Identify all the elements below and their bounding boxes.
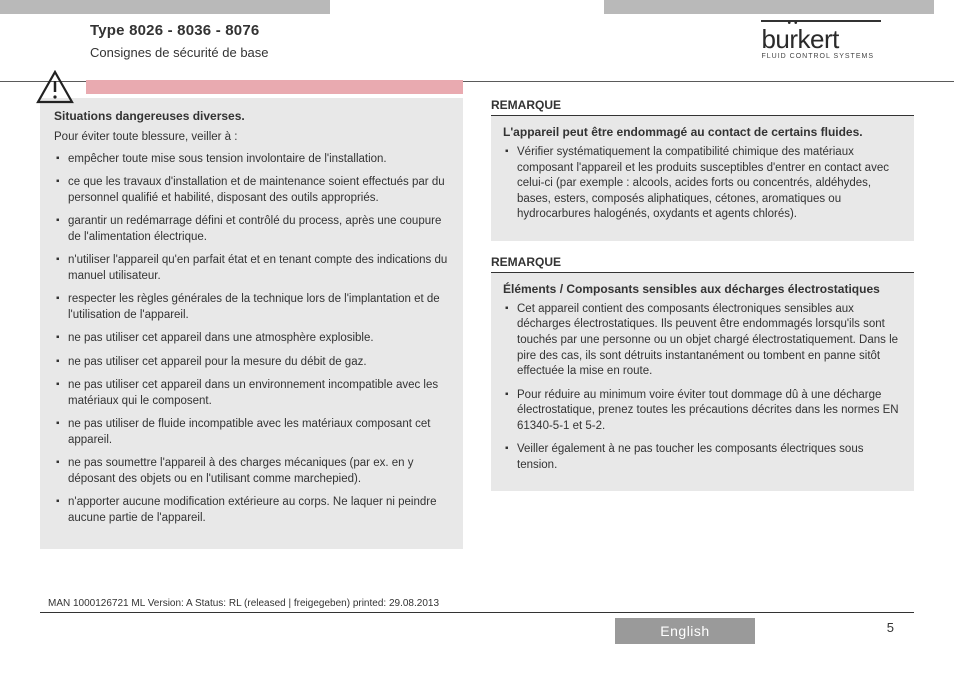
list-item: Vérifier systématiquement la compatibili… — [503, 145, 902, 223]
remark-title: Éléments / Composants sensibles aux déch… — [503, 281, 902, 297]
list-item: ne pas utiliser de fluide incompatible a… — [54, 417, 449, 448]
warning-color-bar — [86, 80, 463, 94]
remark-label: REMARQUE — [491, 98, 914, 116]
doc-subtitle: Consignes de sécurité de base — [90, 45, 269, 60]
content-area: Situations dangereuses diverses. Pour év… — [40, 98, 914, 549]
brand-logo: •• burkert FLUID CONTROL SYSTEMS — [761, 24, 874, 60]
list-item: ce que les travaux d'installation et de … — [54, 175, 449, 206]
warning-list: empêcher toute mise sous tension involon… — [54, 152, 449, 527]
top-tab-bars — [0, 0, 954, 14]
list-item: ne pas soumettre l'appareil à des charge… — [54, 456, 449, 487]
list-item: ne pas utiliser cet appareil dans une at… — [54, 331, 449, 347]
warning-triangle-icon — [36, 70, 74, 110]
warning-intro: Pour éviter toute blessure, veiller à : — [54, 130, 449, 146]
list-item: empêcher toute mise sous tension involon… — [54, 152, 449, 168]
warning-title: Situations dangereuses diverses. — [54, 108, 449, 124]
umlaut-dots: •• — [787, 18, 800, 29]
logo-overline — [761, 20, 881, 22]
brand-name: •• burkert — [761, 24, 874, 55]
list-item: respecter les règles générales de la tec… — [54, 292, 449, 323]
remark-title: L'appareil peut être endommagé au contac… — [503, 124, 902, 140]
remark-box-1: L'appareil peut être endommagé au contac… — [491, 116, 914, 241]
list-item: Cet appareil contient des composants éle… — [503, 302, 902, 380]
remark-box-2: Éléments / Composants sensibles aux déch… — [491, 273, 914, 491]
doc-type: Type 8026 - 8036 - 8076 — [90, 22, 269, 39]
list-item: ne pas utiliser cet appareil pour la mes… — [54, 355, 449, 371]
warning-box: Situations dangereuses diverses. Pour év… — [40, 98, 463, 549]
list-item: Veiller également à ne pas toucher les c… — [503, 442, 902, 473]
remark-label: REMARQUE — [491, 255, 914, 273]
list-item: n'utiliser l'appareil qu'en parfait état… — [54, 253, 449, 284]
list-item: ne pas utiliser cet appareil dans un env… — [54, 378, 449, 409]
language-tab: English — [615, 618, 755, 644]
page-header: Type 8026 - 8036 - 8076 Consignes de séc… — [0, 22, 954, 82]
remark-list: Cet appareil contient des composants éle… — [503, 302, 902, 473]
footer-meta: MAN 1000126721 ML Version: A Status: RL … — [48, 598, 439, 609]
list-item: garantir un redémarrage défini et contrô… — [54, 214, 449, 245]
list-item: Pour réduire au minimum voire éviter tou… — [503, 388, 902, 435]
page-number: 5 — [887, 620, 894, 635]
tab-bar-left — [0, 0, 330, 14]
tab-bar-right — [604, 0, 934, 14]
left-column: Situations dangereuses diverses. Pour év… — [40, 98, 463, 549]
remark-list: Vérifier systématiquement la compatibili… — [503, 145, 902, 223]
list-item: n'apporter aucune modification extérieur… — [54, 495, 449, 526]
header-left: Type 8026 - 8036 - 8076 Consignes de séc… — [90, 22, 269, 60]
footer-rule — [40, 612, 914, 613]
right-column: REMARQUE L'appareil peut être endommagé … — [491, 98, 914, 549]
